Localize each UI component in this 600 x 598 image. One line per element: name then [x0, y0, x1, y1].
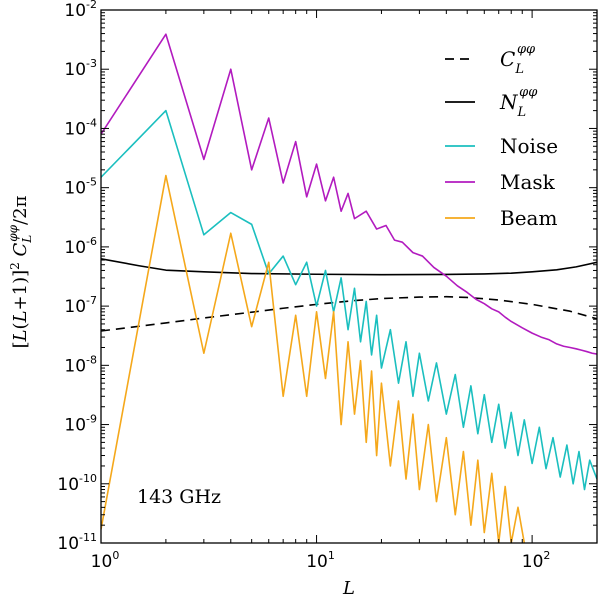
y-tick-label: 10-8 [64, 353, 97, 376]
legend-label: NLφφ [499, 85, 538, 120]
x-axis-label: L [342, 578, 355, 598]
y-tick-label: 10-2 [64, 0, 97, 21]
y-tick-label: 10-9 [64, 413, 97, 436]
x-tick-label: 101 [306, 549, 335, 572]
y-tick-label: 10-11 [57, 531, 97, 554]
y-tick-label: 10-6 [64, 235, 97, 258]
series-line-noise [101, 109, 597, 491]
y-tick-label: 10-5 [64, 176, 97, 199]
legend-label: Mask [500, 170, 556, 194]
y-tick-label: 10-4 [64, 116, 97, 139]
tick-layer: 10-11 10-10 10-9 10-8 10-7 10-6 10-5 10-4 10-3 10… [57, 0, 598, 572]
series-layer [101, 33, 597, 543]
legend-label: CLφφ [500, 42, 536, 77]
y-tick-label: 10-3 [64, 57, 97, 80]
y-axis-label: [L(L+1)]2 CLφφ/2π [6, 195, 34, 348]
legend: CLφφ NLφφ Noise Mask Beam [445, 42, 558, 230]
series-line-beam [101, 174, 526, 543]
svg-text:[L(L+1)]2 CLφφ/2π: [L(L+1)]2 CLφφ/2π [6, 195, 34, 348]
x-tick-label: 100 [91, 549, 120, 572]
legend-label: Beam [500, 206, 557, 230]
x-tick-label: 102 [522, 549, 551, 572]
series-line-c-l-phiphi [101, 295, 597, 332]
plot-frame [100, 9, 598, 544]
y-tick-label: 10-7 [64, 294, 97, 317]
plot-background [101, 10, 597, 543]
y-tick-label: 10-10 [57, 472, 97, 495]
legend-label: Noise [500, 134, 558, 158]
series-line-n-l-phiphi [101, 257, 597, 276]
annotation-frequency: 143 GHz [137, 486, 221, 508]
series-line-mask [101, 33, 597, 355]
